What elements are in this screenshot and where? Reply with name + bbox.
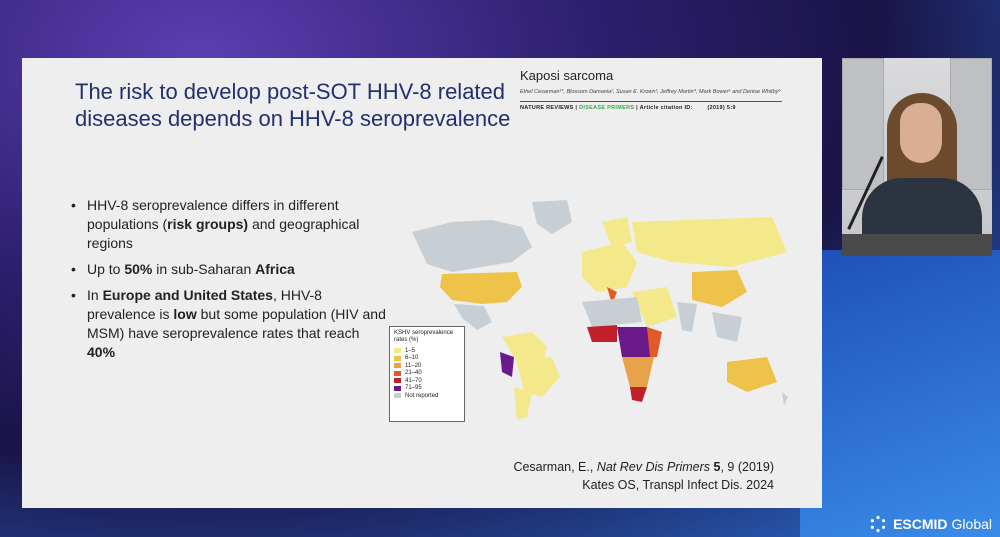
paper-journal: NATURE REVIEWS | DISEASE PRIMERS | Artic… <box>520 105 736 111</box>
logo-text: Global <box>951 516 992 532</box>
speaker-face <box>900 103 942 163</box>
map-europe <box>582 242 637 292</box>
reference-2: Kates OS, Transpl Infect Dis. 2024 <box>582 478 774 492</box>
map-southern-cone <box>514 387 532 420</box>
map-southern-africa <box>622 357 654 387</box>
legend-item: 6–10 <box>394 355 460 363</box>
paper-header: Kaposi sarcoma Ethel Cesarman¹*, Blossom… <box>520 68 782 130</box>
map-north-africa <box>582 297 642 327</box>
map-china <box>692 270 747 307</box>
bullet-item-3: In Europe and United States, HHV-8 preva… <box>69 286 389 362</box>
legend-swatch <box>394 363 401 369</box>
paper-authors: Ethel Cesarman¹*, Blossom Damania², Susa… <box>520 89 781 95</box>
map-central-africa <box>617 327 652 357</box>
legend-swatch <box>394 355 401 361</box>
bullet-list: HHV-8 seroprevalence differs in differen… <box>69 196 389 369</box>
legend-swatch <box>394 385 401 391</box>
escmid-logo: ESCMID Global <box>869 515 992 533</box>
legend-item: 11–20 <box>394 362 460 370</box>
speaker-body <box>862 178 982 238</box>
map-south-america-north <box>502 332 547 367</box>
legend-item: 1–5 <box>394 347 460 355</box>
presentation-slide: The risk to develop post-SOT HHV-8 relat… <box>22 58 822 508</box>
map-greenland <box>532 200 572 234</box>
reference-1: Cesarman, E., Nat Rev Dis Primers 5, 9 (… <box>513 460 774 474</box>
speaker-camera-feed <box>842 58 992 256</box>
legend-swatch <box>394 378 401 384</box>
map-brazil <box>517 357 560 397</box>
legend-title: KSHV seroprevalence rates (%) <box>394 330 454 343</box>
map-australia <box>727 357 777 392</box>
legend-item: 21–40 <box>394 370 460 378</box>
map-canada <box>412 220 532 272</box>
legend-item: 71–95 <box>394 385 460 393</box>
bullet-item-1: HHV-8 seroprevalence differs in differen… <box>69 196 389 253</box>
map-scandinavia <box>602 217 632 247</box>
bullet-item-2: Up to 50% in sub-Saharan Africa <box>69 260 389 279</box>
world-map-seroprevalence <box>412 200 788 420</box>
logo-text-bold: ESCMID <box>893 516 948 532</box>
escmid-logo-icon <box>870 515 886 533</box>
map-india <box>677 302 697 332</box>
references: Cesarman, E., Nat Rev Dis Primers 5, 9 (… <box>513 458 774 494</box>
legend-swatch <box>394 370 401 376</box>
map-russia <box>632 217 787 267</box>
paper-divider <box>520 101 782 102</box>
map-legend: KSHV seroprevalence rates (%) 1–5 6–10 1… <box>389 326 465 422</box>
legend-item: Not reported <box>394 392 460 400</box>
background-accent <box>800 250 1000 537</box>
map-mexico <box>454 304 492 330</box>
map-italy <box>607 287 617 304</box>
map-west-africa <box>587 325 617 342</box>
legend-swatch <box>394 348 401 354</box>
map-usa <box>440 272 522 304</box>
map-east-africa <box>647 327 662 357</box>
map-se-asia <box>712 312 742 342</box>
paper-title: Kaposi sarcoma <box>520 68 614 83</box>
legend-swatch <box>394 393 401 399</box>
podium <box>842 234 992 256</box>
legend-item: 41–70 <box>394 377 460 385</box>
map-south-africa <box>630 387 647 402</box>
map-middle-east <box>632 287 677 327</box>
map-new-zealand <box>782 392 788 406</box>
map-peru <box>500 352 514 377</box>
slide-title: The risk to develop post-SOT HHV-8 relat… <box>75 79 511 131</box>
